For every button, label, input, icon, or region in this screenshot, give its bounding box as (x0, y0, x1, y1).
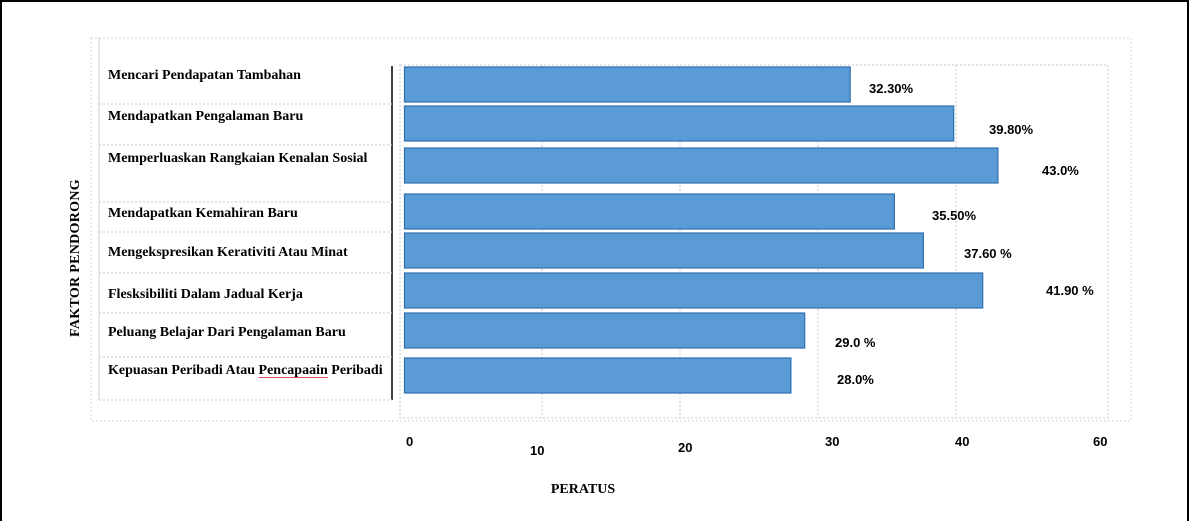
category-label: Memperluaskan Rangkaian Kenalan Sosial (108, 150, 390, 167)
data-label: 43.0% (1042, 163, 1079, 178)
data-label: 28.0% (837, 372, 874, 387)
bar (403, 105, 955, 142)
x-tick-label: 10 (530, 443, 545, 458)
bar (403, 193, 895, 230)
data-label: 41.90 % (1046, 283, 1094, 298)
x-tick-label: 30 (825, 434, 840, 449)
category-label-text: Memperluaskan Rangkaian Kenalan Sosial (108, 151, 368, 166)
y-axis-title: FAKTOR PENDORONG (68, 179, 83, 337)
category-label: Flesksibiliti Dalam Jadual Kerja (108, 287, 303, 302)
data-label: 37.60 % (964, 246, 1012, 261)
bar (403, 272, 984, 309)
x-tick-label: 20 (678, 440, 693, 455)
category-label: Kepuasan Peribadi Atau Pencapaain Periba… (108, 362, 390, 379)
x-axis-title: PERATUS (550, 482, 616, 497)
chart-area-border (90, 37, 1132, 422)
bar (403, 312, 806, 349)
category-label: Mendapatkan Kemahiran Baru (108, 206, 298, 221)
bar (403, 66, 851, 103)
category-label-text: Kepuasan Peribadi Atau Pencapaain Periba… (108, 363, 383, 378)
plot-area-border (399, 64, 1109, 419)
category-label: Mencari Pendapatan Tambahan (108, 68, 301, 83)
x-tick-label: 40 (955, 434, 970, 449)
bar (403, 232, 925, 269)
category-label: Peluang Belajar Dari Pengalaman Baru (108, 325, 346, 340)
data-label: 39.80% (989, 122, 1034, 137)
spellcheck-underline: Pencapaain (258, 363, 328, 378)
x-tick-label: 0 (406, 434, 414, 449)
bar (403, 357, 792, 394)
data-label: 29.0 % (835, 335, 876, 350)
data-label: 32.30% (869, 81, 914, 96)
bar (403, 147, 999, 184)
data-label: 35.50% (932, 208, 977, 223)
x-tick-label: 60 (1093, 434, 1108, 449)
category-label: Mengekspresikan Kerativiti Atau Minat (108, 245, 348, 260)
category-label: Mendapatkan Pengalaman Baru (108, 109, 304, 124)
